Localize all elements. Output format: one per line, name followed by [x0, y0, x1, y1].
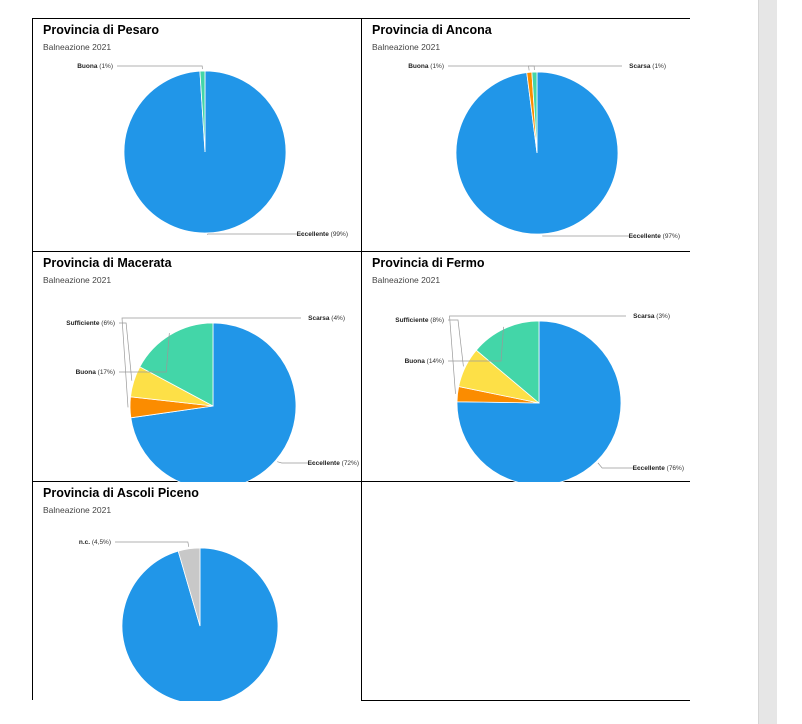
slice-label: Buona (1%) [77, 63, 113, 70]
chart-card-fermo: Provincia di Fermo Balneazione 2021 Scar… [362, 252, 690, 482]
label-leader-line [207, 233, 304, 236]
label-leader-line [448, 326, 504, 362]
pie-chart-fermo: Scarsa (3%) Sufficiente (8%) Buona (14%) Ec… [395, 313, 684, 482]
label-leader-line [277, 461, 315, 464]
chart-subtitle: Balneazione 2021 [43, 505, 112, 515]
slice-label: Eccellente (99%) [297, 231, 348, 238]
pie-slice-buona [139, 322, 214, 407]
chart-title: Provincia di Macerata [43, 256, 172, 270]
chart-title: Provincia di Ascoli Piceno [43, 486, 199, 500]
pie-slice-eccellente [130, 322, 297, 482]
slice-label: Scarsa (4%) [308, 315, 345, 322]
chart-card-pesaro: Provincia di Pesaro Balneazione 2021 Buo… [33, 19, 362, 252]
pie-slice-eccellente [456, 320, 622, 482]
slice-label: Eccellente (76%) [633, 465, 684, 472]
chart-subtitle: Balneazione 2021 [372, 42, 441, 52]
slice-label: Buona (1%) [408, 63, 444, 70]
slice-label: Eccellente (72%) [308, 460, 359, 467]
chart-subtitle: Balneazione 2021 [43, 42, 112, 52]
pie-slice-buona [475, 320, 540, 404]
chart-title: Provincia di Ancona [372, 23, 492, 37]
slice-label: Sufficiente (8%) [395, 317, 444, 324]
label-leader-line [448, 65, 535, 71]
pie-slice-nc [177, 547, 201, 627]
pie-chart-ancona: Buona (1%) Scarsa (1%) Eccellente (97%) [408, 63, 680, 240]
chart-card-ascoli-piceno: Provincia di Ascoli Piceno Balneazione 2… [33, 482, 362, 701]
slice-label: Buona (17%) [76, 369, 115, 376]
label-leader-line [528, 65, 622, 71]
slice-label: Scarsa (1%) [629, 63, 666, 70]
label-leader-line [448, 319, 464, 367]
pie-slice-buona [199, 70, 206, 153]
label-leader-line [597, 462, 640, 469]
slice-label: n.c. (4,5%) [79, 539, 111, 546]
pie-chart-pesaro: Buona (1%) Eccellente (99%) [77, 63, 348, 238]
slice-label: Eccellente (97%) [629, 233, 680, 240]
label-leader-line [117, 65, 203, 70]
chart-title: Provincia di Fermo [372, 256, 485, 270]
chart-title: Provincia di Pesaro [43, 23, 160, 37]
label-leader-line [449, 315, 626, 394]
label-leader-line [119, 322, 133, 381]
chart-subtitle: Balneazione 2021 [43, 275, 112, 285]
slice-label: Buona (14%) [405, 358, 444, 365]
label-leader-line [115, 541, 190, 547]
chart-card-macerata: Provincia di Macerata Balneazione 2021 S… [33, 252, 362, 482]
slice-label: Sufficiente (6%) [66, 320, 115, 327]
slice-label: Scarsa (3%) [633, 313, 670, 320]
label-leader-line [121, 317, 301, 408]
label-leader-line [119, 333, 170, 373]
chart-subtitle: Balneazione 2021 [372, 275, 441, 285]
empty-cell [362, 482, 690, 701]
pie-chart-macerata: Scarsa (4%) Sufficiente (6%) Buona (17%) Ec… [66, 315, 359, 482]
pie-slice-buona [531, 71, 538, 154]
vertical-scrollbar[interactable] [758, 0, 777, 724]
charts-grid: Provincia di Pesaro Balneazione 2021 Buo… [32, 18, 690, 701]
chart-card-ancona: Provincia di Ancona Balneazione 2021 Buo… [362, 19, 690, 252]
pie-chart-ascoli-piceno: n.c. (4,5%)Eccellente (95,5%) [79, 539, 279, 701]
